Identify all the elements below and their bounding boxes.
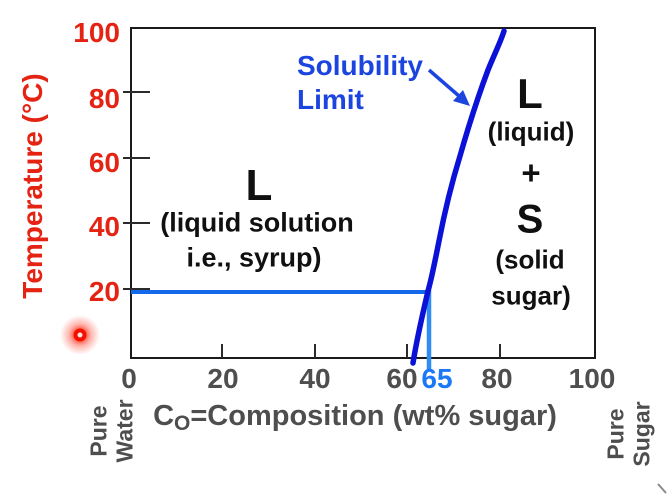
region-two-phase-line1: (liquid)	[487, 116, 575, 147]
x-axis-label-prefix: C	[153, 400, 175, 432]
y-tick-20: 20	[88, 276, 120, 307]
callout-line1: Solubility	[297, 50, 423, 81]
x-axis-tick-marks	[221, 344, 501, 358]
x-axis-label: CO=Composition (wt% sugar)	[153, 400, 557, 435]
y-tick-100: 100	[73, 17, 120, 48]
laser-pointer-dot	[73, 328, 87, 342]
region-two-phase-plus: +	[521, 154, 541, 191]
x-tick-20: 20	[207, 363, 239, 394]
callout-arrow-line	[427, 68, 461, 98]
pure-water-caption: Pure Water	[86, 399, 139, 462]
pure-sugar-caption: Pure Sugar	[603, 401, 656, 466]
pure-sugar-line1: Pure	[602, 408, 629, 460]
x-tick-80: 80	[481, 363, 513, 394]
x-tick-60: 60	[386, 363, 418, 394]
y-tick-60: 60	[88, 147, 120, 178]
solubility-limit-callout: Solubility Limit	[297, 49, 423, 117]
region-liquid-line1: (liquid solution	[160, 207, 354, 238]
pure-water-line2: Water	[112, 399, 138, 463]
region-two-phase-solid-symbol: S	[516, 197, 544, 242]
x-tick-40: 40	[299, 363, 331, 394]
region-liquid-symbol: L	[245, 161, 273, 210]
y-axis-tick-marks	[123, 91, 150, 290]
x-axis-label-rest: =Composition (wt% sugar)	[190, 400, 557, 432]
region-liquid-line2: i.e., syrup)	[186, 242, 322, 273]
y-tick-80: 80	[88, 83, 120, 114]
stray-mark	[657, 483, 667, 494]
plot-border	[130, 27, 596, 359]
x-tick-65-highlight: 65	[421, 363, 453, 394]
region-two-phase-line2: (solid	[495, 244, 565, 275]
pure-water-line1: Pure	[85, 405, 112, 457]
region-two-phase-liquid-symbol: L	[517, 70, 543, 117]
pure-sugar-line2: Sugar	[629, 401, 655, 467]
callout-arrowhead-icon	[453, 90, 470, 106]
solubility-curve	[410, 28, 507, 366]
region-two-phase-line3: sugar)	[491, 280, 571, 311]
x-axis-label-subscript: O	[174, 412, 191, 435]
callout-line2: Limit	[297, 84, 364, 115]
y-tick-40: 40	[88, 211, 120, 242]
x-tick-100: 100	[568, 363, 616, 394]
x-tick-0: 0	[121, 363, 137, 394]
